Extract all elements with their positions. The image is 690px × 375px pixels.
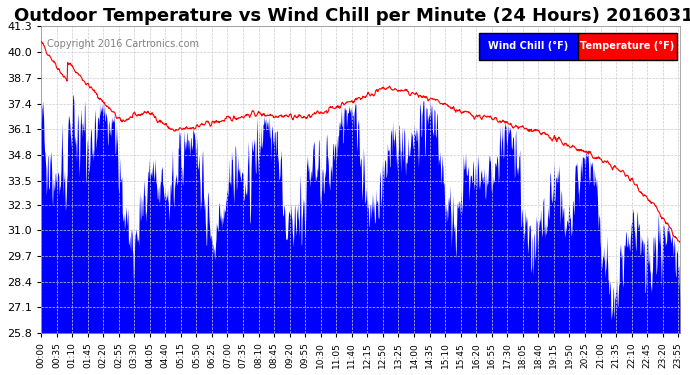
FancyBboxPatch shape [479, 33, 578, 60]
FancyBboxPatch shape [578, 33, 677, 60]
Text: Copyright 2016 Cartronics.com: Copyright 2016 Cartronics.com [48, 39, 199, 49]
Text: Temperature (°F): Temperature (°F) [580, 41, 674, 51]
Text: Wind Chill (°F): Wind Chill (°F) [488, 41, 569, 51]
Title: Outdoor Temperature vs Wind Chill per Minute (24 Hours) 20160318: Outdoor Temperature vs Wind Chill per Mi… [14, 7, 690, 25]
